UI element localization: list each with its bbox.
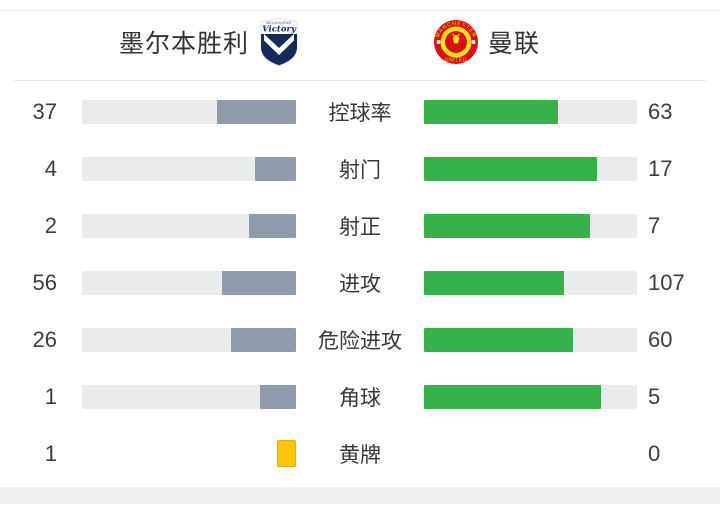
away-stat-bar (424, 213, 637, 238)
home-stat-bar (82, 99, 296, 124)
top-divider (0, 10, 720, 11)
away-value: 7 (648, 212, 661, 238)
away-value: 0 (648, 440, 661, 466)
mu-devil-glyph (452, 34, 460, 44)
melbourne-victory-logo: MELBOURNE Victory (260, 17, 298, 67)
away-stat-bar (424, 156, 637, 181)
stat-label: 角球 (339, 386, 381, 410)
away-stat-bar (424, 99, 637, 124)
manchester-united-logo: MANCHESTER UNITED (434, 20, 478, 64)
stat-row-shots: 4 射门 17 (0, 140, 720, 197)
stat-label: 进攻 (339, 272, 381, 296)
home-team-header[interactable]: 墨尔本胜利 MELBOURNE Victory (119, 16, 302, 68)
home-value: 4 (44, 155, 57, 181)
away-value: 107 (648, 269, 685, 295)
home-stat-bar (82, 213, 296, 238)
away-value: 63 (648, 98, 673, 124)
stat-label: 射正 (339, 215, 381, 239)
away-team-name: 曼联 (488, 30, 541, 58)
home-stat-bar (82, 327, 296, 352)
away-stat-bar (424, 327, 637, 352)
home-stat-bar (82, 384, 296, 409)
away-stat-bar (424, 270, 637, 295)
home-value: 56 (32, 269, 57, 295)
stat-row-shots-on-target: 2 射正 7 (0, 197, 720, 254)
away-yellow-card-area (424, 442, 637, 466)
away-stat-bar (424, 384, 637, 409)
away-team-header[interactable]: MANCHESTER UNITED 曼联 (433, 16, 540, 68)
home-yellow-card-area (82, 440, 296, 467)
header-divider (14, 80, 706, 81)
home-stat-bar (82, 156, 296, 181)
home-value: 2 (44, 212, 57, 238)
stats-list: 37 控球率 63 4 射门 17 2 射正 7 56 进攻 107 (0, 83, 720, 482)
home-team-name: 墨尔本胜利 (118, 30, 249, 58)
yellow-card-icon (277, 440, 296, 467)
stat-row-yellow-cards: 1 黄牌 0 (0, 425, 720, 482)
stat-label: 射门 (339, 158, 381, 182)
stat-row-corners: 1 角球 5 (0, 368, 720, 425)
home-stat-bar (82, 270, 296, 295)
home-value: 37 (32, 98, 57, 124)
home-value: 1 (44, 440, 57, 466)
stat-row-attacks: 56 进攻 107 (0, 254, 720, 311)
home-value: 1 (44, 383, 57, 409)
stat-label: 黄牌 (339, 443, 381, 467)
away-value: 17 (648, 155, 673, 181)
mu-bottom-text: UNITED (445, 58, 467, 64)
mv-victory-text: Victory (262, 25, 297, 35)
stat-row-dangerous-attacks: 26 危险进攻 60 (0, 311, 720, 368)
mv-top-text: MELBOURNE (266, 21, 292, 25)
stat-label: 危险进攻 (318, 329, 402, 353)
away-value: 60 (648, 326, 673, 352)
home-value: 26 (32, 326, 57, 352)
away-value: 5 (648, 383, 661, 409)
footer-strip (0, 487, 720, 504)
stat-row-possession: 37 控球率 63 (0, 83, 720, 140)
stat-label: 控球率 (328, 101, 392, 125)
